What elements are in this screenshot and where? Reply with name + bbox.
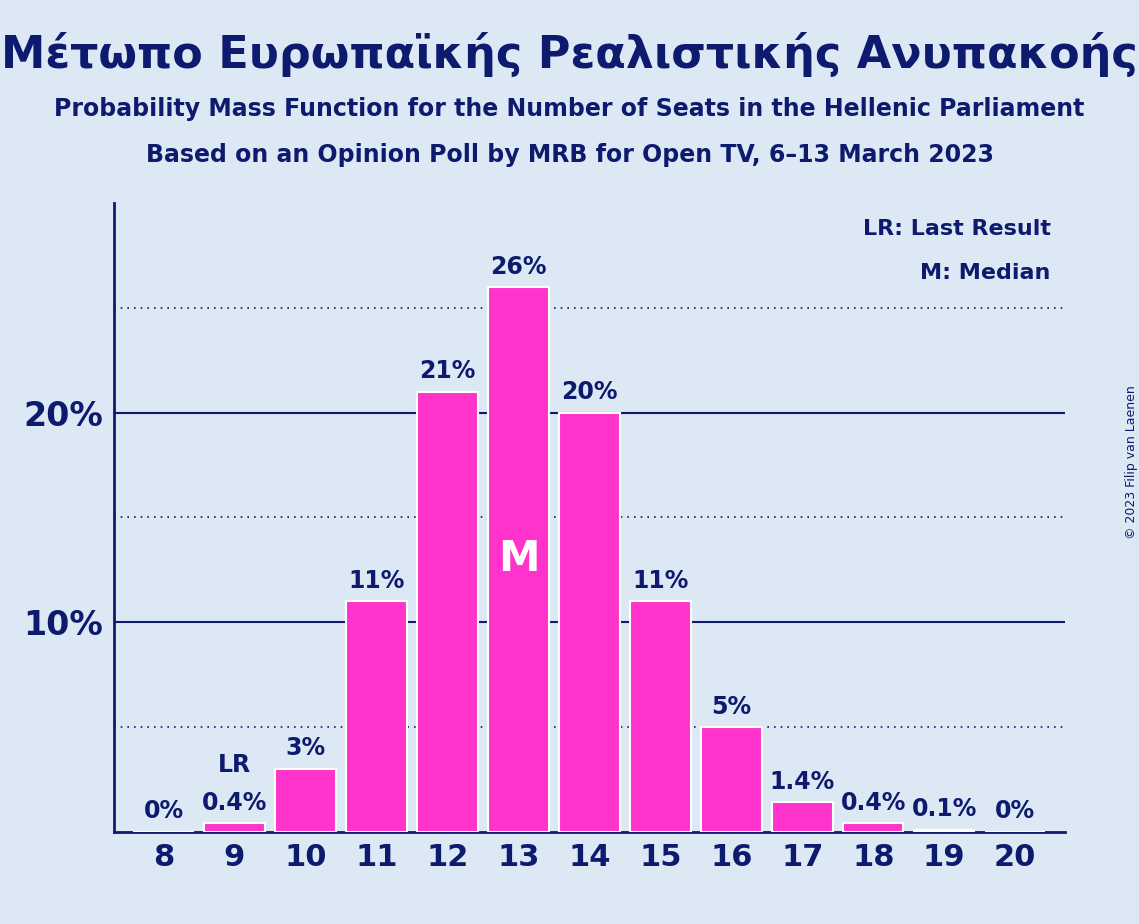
Text: M: Median: M: Median [920, 263, 1050, 283]
Text: 3%: 3% [286, 736, 326, 760]
Text: 0.4%: 0.4% [202, 791, 268, 815]
Bar [489, 287, 549, 832]
Text: Probability Mass Function for the Number of Seats in the Hellenic Parliament: Probability Mass Function for the Number… [55, 97, 1084, 121]
Bar [346, 602, 407, 832]
Bar [772, 802, 833, 832]
Text: Based on an Opinion Poll by MRB for Open TV, 6–13 March 2023: Based on an Opinion Poll by MRB for Open… [146, 143, 993, 167]
Text: LR: LR [218, 753, 251, 777]
Text: Μέτωπο Ευρωπαϊκής Ρεαλιστικής Ανυπακοής: Μέτωπο Ευρωπαϊκής Ρεαλιστικής Ανυπακοής [1, 32, 1138, 78]
Text: 20%: 20% [562, 381, 617, 405]
Text: 26%: 26% [490, 255, 547, 279]
Bar [204, 823, 264, 832]
Text: 0.4%: 0.4% [841, 791, 906, 815]
Text: 0%: 0% [144, 799, 183, 823]
Bar [915, 830, 975, 832]
Bar [417, 392, 477, 832]
Text: 5%: 5% [712, 695, 752, 719]
Text: 11%: 11% [632, 569, 689, 593]
Bar [559, 413, 620, 832]
Bar [276, 769, 336, 832]
Text: © 2023 Filip van Laenen: © 2023 Filip van Laenen [1124, 385, 1138, 539]
Text: 11%: 11% [349, 569, 404, 593]
Text: LR: Last Result: LR: Last Result [862, 219, 1050, 239]
Text: 0%: 0% [995, 799, 1035, 823]
Bar [843, 823, 903, 832]
Bar [702, 727, 762, 832]
Text: 21%: 21% [419, 359, 476, 383]
Bar [630, 602, 690, 832]
Text: 1.4%: 1.4% [770, 770, 835, 794]
Text: M: M [498, 539, 539, 580]
Text: 0.1%: 0.1% [911, 797, 977, 821]
